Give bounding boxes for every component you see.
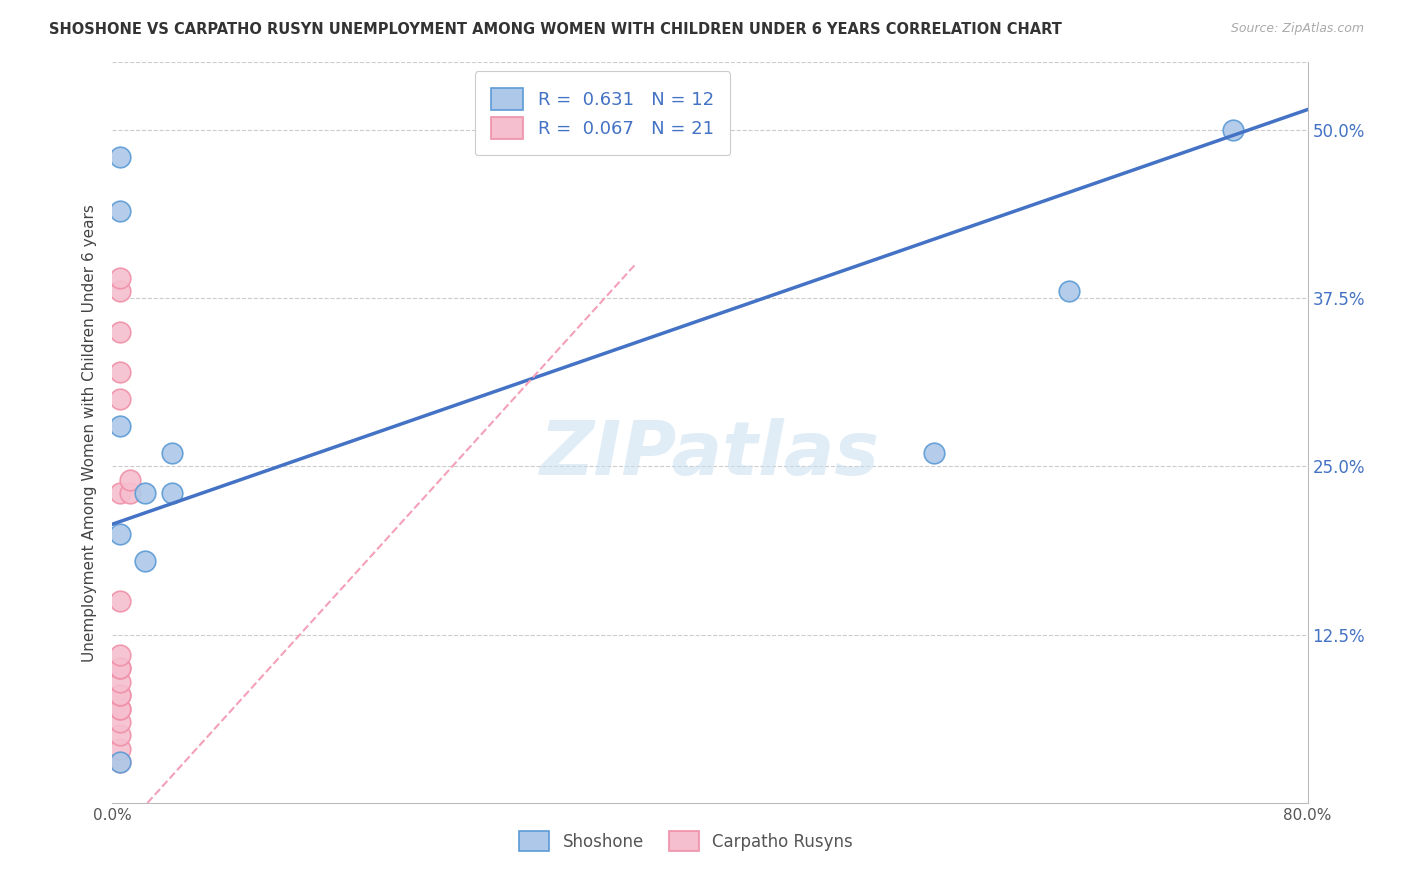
Point (108, 688, 131, 702)
Point (108, 714, 131, 729)
Point (108, 661, 131, 675)
Point (108, 742, 131, 756)
Point (1222, 122, 1244, 136)
Point (120, 473, 142, 487)
Point (108, 285, 131, 299)
Text: SHOSHONE VS CARPATHO RUSYN UNEMPLOYMENT AMONG WOMEN WITH CHILDREN UNDER 6 YEARS : SHOSHONE VS CARPATHO RUSYN UNEMPLOYMENT … (49, 22, 1062, 37)
Point (108, 150, 131, 164)
Point (108, 486, 131, 500)
Point (108, 365, 131, 379)
Point (108, 756, 131, 770)
Point (108, 325, 131, 339)
Point (1057, 285, 1080, 299)
Point (108, 674, 131, 689)
Point (108, 701, 131, 715)
Point (162, 486, 183, 500)
Point (134, 553, 156, 567)
Point (108, 756, 131, 770)
Point (108, 392, 131, 406)
Point (120, 486, 142, 500)
Y-axis label: Unemployment Among Women with Children Under 6 years: Unemployment Among Women with Children U… (82, 203, 97, 662)
Point (108, 729, 131, 743)
Point (108, 526, 131, 541)
Point (162, 446, 183, 460)
Point (108, 648, 131, 662)
Legend: Shoshone, Carpatho Rusyns: Shoshone, Carpatho Rusyns (506, 818, 866, 865)
Point (108, 688, 131, 702)
Text: ZIPatlas: ZIPatlas (540, 418, 880, 491)
Point (108, 594, 131, 608)
Point (108, 661, 131, 675)
Point (108, 270, 131, 285)
Text: Source: ZipAtlas.com: Source: ZipAtlas.com (1230, 22, 1364, 36)
Point (134, 486, 156, 500)
Point (922, 446, 945, 460)
Point (108, 418, 131, 433)
Point (108, 701, 131, 715)
Point (108, 203, 131, 218)
